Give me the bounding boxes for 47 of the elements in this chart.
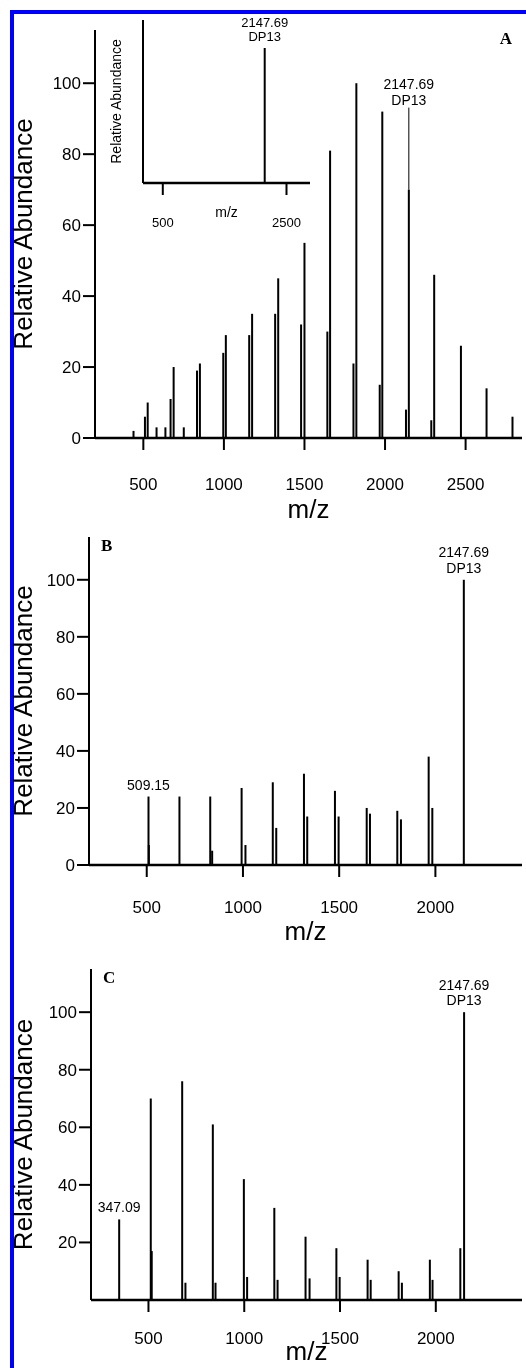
annotation: 2147.69 DP13 xyxy=(383,76,435,108)
x-tick-label: 2000 xyxy=(416,898,455,917)
y-axis-title: Relative Abundance xyxy=(7,118,38,350)
annotation: A xyxy=(499,29,513,48)
annotation: 347.09 xyxy=(97,1199,141,1216)
x-tick-label: 500 xyxy=(151,215,174,230)
y-tick-label: 20 xyxy=(58,1233,77,1253)
y-tick-label: 20 xyxy=(62,358,81,378)
x-tick-label: 500 xyxy=(134,1329,163,1348)
x-tick-label: 2500 xyxy=(446,475,485,494)
y-tick-label: 80 xyxy=(58,1060,77,1080)
y-tick-label: 60 xyxy=(58,1118,77,1138)
x-axis-title: m/z xyxy=(287,494,330,524)
y-tick-label: 20 xyxy=(56,798,75,818)
y-tick-label: 60 xyxy=(62,216,81,236)
x-tick-label: 1000 xyxy=(225,1329,264,1348)
y-tick-label: 100 xyxy=(52,74,81,94)
x-tick-label: 1500 xyxy=(320,898,359,917)
annotation: B xyxy=(101,536,113,555)
y-tick-label: 40 xyxy=(58,1175,77,1195)
y-axis-title: Relative Abundance xyxy=(7,585,38,817)
annotation: C xyxy=(103,968,116,987)
x-tick-label: 500 xyxy=(132,898,161,917)
y-tick-label: 0 xyxy=(71,429,81,448)
annotation: 2147.69 DP13 xyxy=(241,14,289,44)
y-tick-label: 80 xyxy=(56,627,75,647)
x-tick-label: 1000 xyxy=(204,475,243,494)
y-tick-label: 0 xyxy=(65,856,75,875)
annotation: 2147.69 DP13 xyxy=(438,544,490,576)
y-axis-title: Relative Abundance xyxy=(107,39,124,164)
x-tick-label: 2000 xyxy=(366,475,404,494)
x-tick-label: 1500 xyxy=(285,475,324,494)
y-tick-label: 80 xyxy=(62,145,81,165)
x-tick-label: 2000 xyxy=(416,1329,455,1348)
y-axis-title: Relative Abundance xyxy=(7,1018,38,1251)
x-tick-label: 500 xyxy=(129,475,158,494)
y-tick-label: 60 xyxy=(56,684,75,704)
x-tick-label: 2500 xyxy=(272,215,301,230)
annotation: 2147.69 DP13 xyxy=(438,976,490,1009)
y-tick-label: 100 xyxy=(48,1003,77,1023)
x-axis-title: m/z xyxy=(215,204,238,220)
y-tick-label: 40 xyxy=(56,741,75,761)
x-tick-label: 1000 xyxy=(224,898,262,917)
y-tick-label: 100 xyxy=(46,570,75,590)
y-tick-label: 40 xyxy=(62,287,81,307)
annotation: 509.15 xyxy=(127,776,171,793)
x-axis-title: m/z xyxy=(284,916,327,946)
